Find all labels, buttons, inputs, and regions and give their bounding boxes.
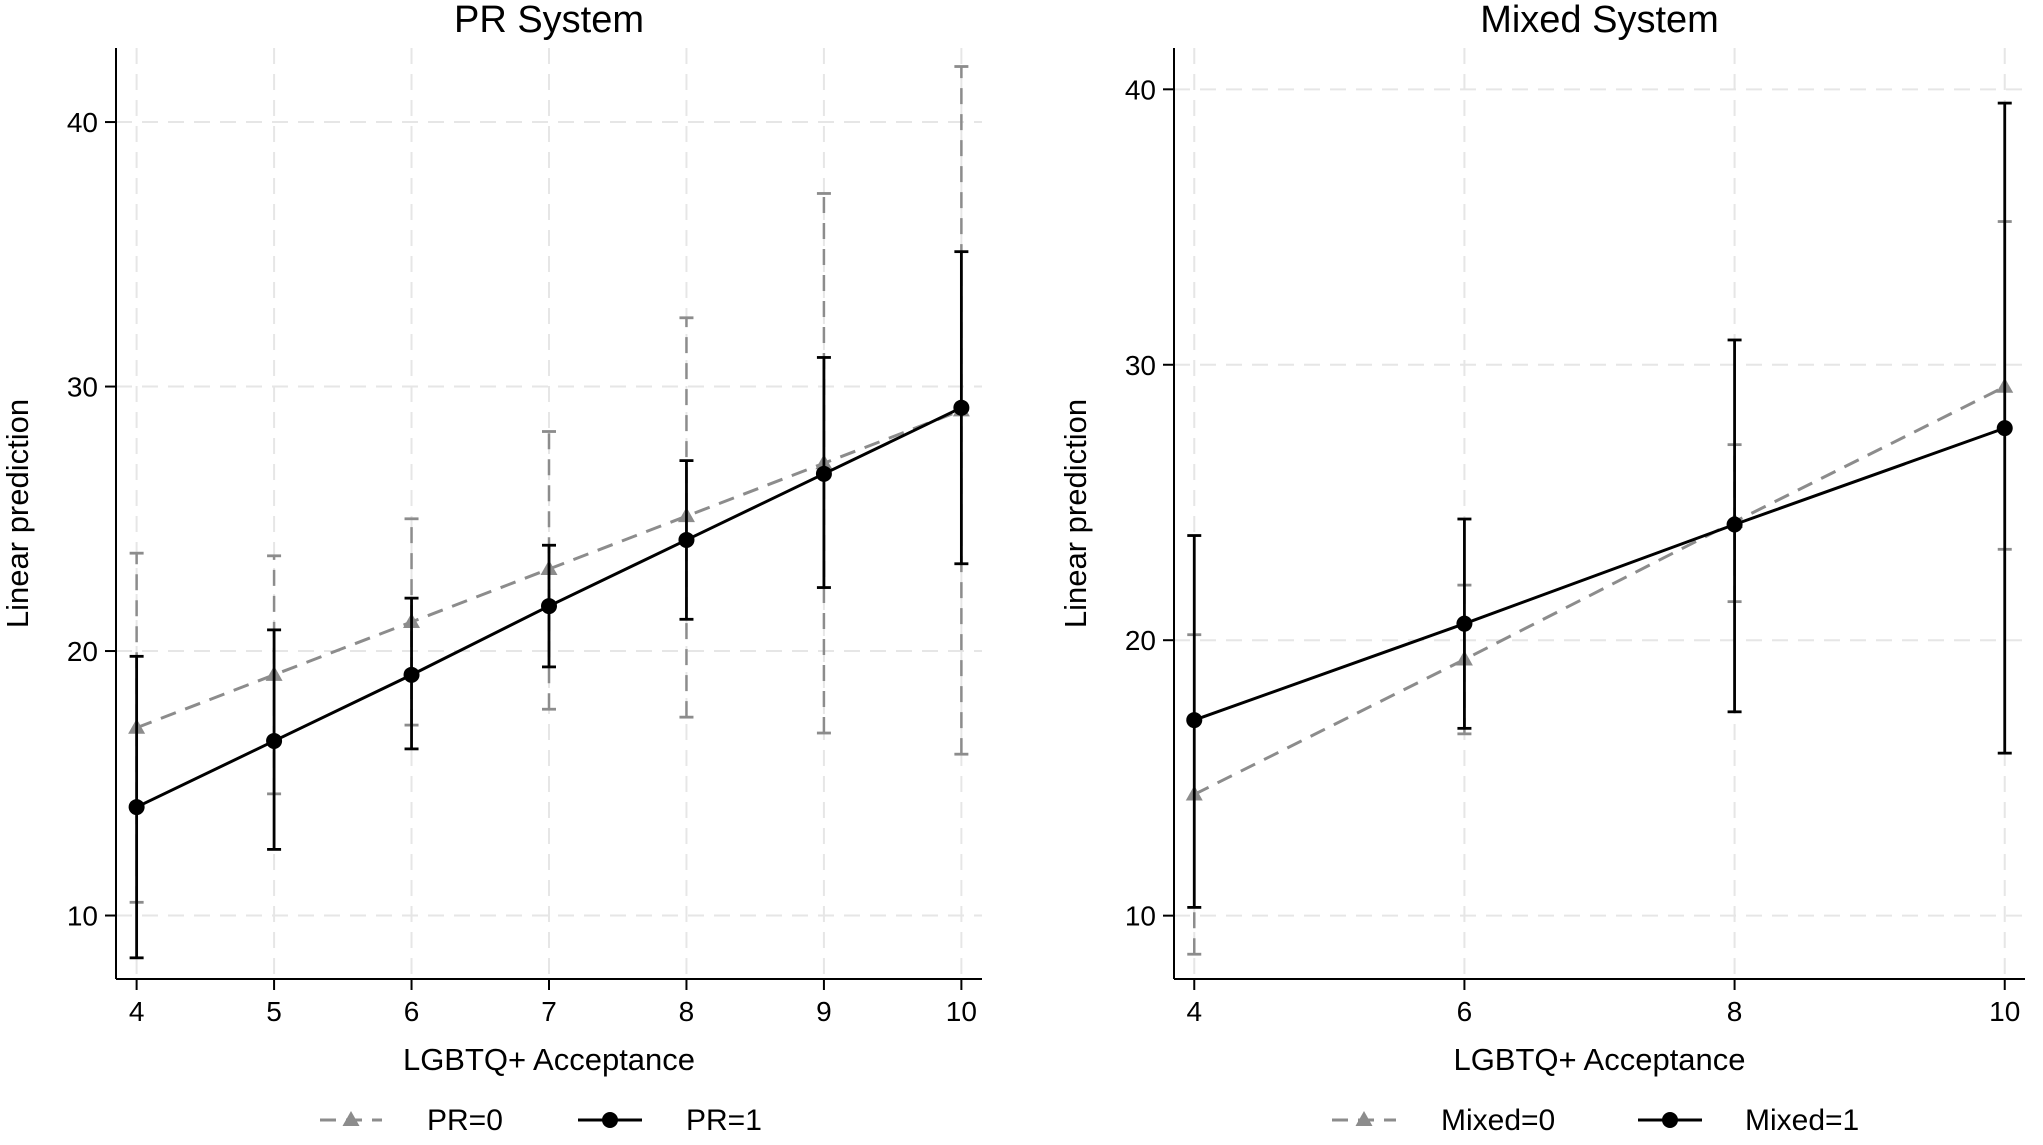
mixed-legend-series1-label: Mixed=1 (1745, 1104, 1859, 1137)
mixed-series0-line (1193, 385, 2006, 796)
pr-series1-point-5 (266, 732, 283, 749)
pr-series1-point-8 (678, 531, 695, 548)
mixed-y-tick-label-20: 20 (1125, 625, 1156, 656)
pr-y-tick-label-30: 30 (67, 372, 98, 403)
mixed-x-axis-label: LGBTQ+ Acceptance (1453, 1042, 1745, 1077)
pr-y-tick-label-10: 10 (67, 901, 98, 932)
mixed-chart-title: Mixed System (1480, 0, 1719, 41)
pr-y-tick-label-40: 40 (67, 107, 98, 138)
pr-y-tick-label-20: 20 (67, 636, 98, 667)
pr-legend-series1-label: PR=1 (686, 1104, 762, 1137)
pr-series1-point-9 (815, 465, 832, 482)
mixed-x-tick-label-10: 10 (1989, 996, 2020, 1027)
pr-x-tick-label-8: 8 (679, 996, 695, 1027)
pr-series1-point-4 (128, 799, 145, 816)
mixed-legend-series1-marker (1662, 1112, 1678, 1128)
pr-x-tick-label-6: 6 (404, 996, 420, 1027)
mixed-legend-series0-label: Mixed=0 (1441, 1104, 1555, 1137)
mixed-series1-point-4 (1186, 712, 1203, 729)
mixed-series1-point-6 (1456, 615, 1473, 632)
pr-chart-title: PR System (454, 0, 644, 41)
pr-x-tick-label-7: 7 (541, 996, 557, 1027)
pr-series1-point-10 (953, 399, 970, 416)
pr-y-axis-label: Linear prediction (0, 399, 35, 628)
pr-legend-series1-marker (602, 1112, 618, 1128)
pr-x-tick-label-5: 5 (266, 996, 282, 1027)
mixed-series1-line (1193, 426, 2006, 722)
pr-x-tick-label-4: 4 (129, 996, 145, 1027)
mixed-y-tick-label-40: 40 (1125, 74, 1156, 105)
mixed-x-tick-label-4: 4 (1186, 996, 1202, 1027)
mixed-x-tick-label-6: 6 (1457, 996, 1473, 1027)
panel-mixed-system: 4 6 8 10 10 20 30 40 Mixed System LGBTQ+ Acceptan… (1058, 0, 2025, 1137)
mixed-y-axis-label: Linear prediction (1058, 399, 1093, 628)
pr-x-tick-label-10: 10 (946, 996, 977, 1027)
pr-legend-series0-label: PR=0 (427, 1104, 503, 1137)
pr-series1-point-7 (541, 598, 557, 615)
mixed-series1-point-10 (1996, 420, 2013, 437)
pr-legend-series0-marker (342, 1111, 360, 1126)
pr-x-axis-label: LGBTQ+ Acceptance (403, 1042, 695, 1077)
mixed-legend-series0-marker (1355, 1111, 1373, 1126)
pr-series1-point-6 (403, 666, 420, 683)
mixed-y-tick-label-10: 10 (1125, 901, 1156, 932)
panel-pr-system: 4 5 6 7 8 9 10 10 20 30 40 PR System LGBTQ+ Acceptan… (0, 0, 982, 1137)
mixed-x-tick-label-8: 8 (1727, 996, 1743, 1027)
pr-x-tick-label-9: 9 (816, 996, 832, 1027)
mixed-y-tick-label-30: 30 (1125, 350, 1156, 381)
mixed-series1-point-8 (1726, 516, 1743, 533)
